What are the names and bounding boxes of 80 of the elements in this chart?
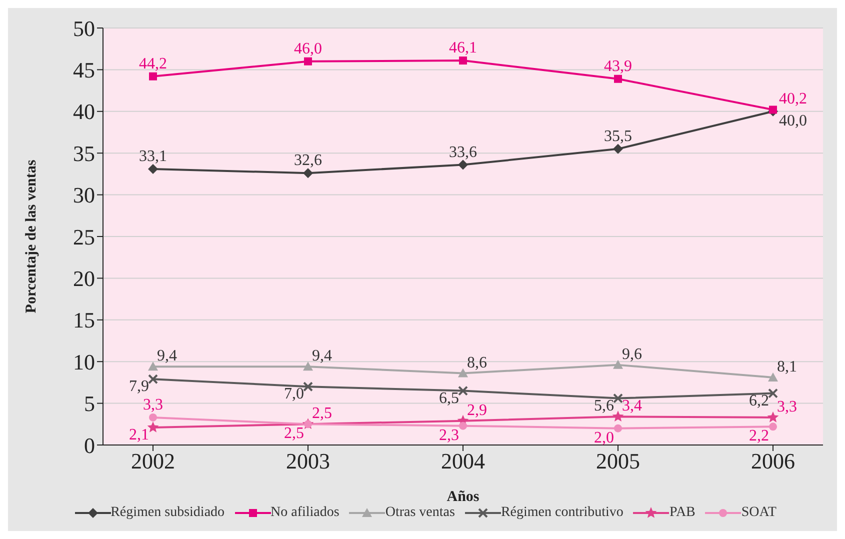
data-label: 2,5	[312, 405, 332, 422]
data-label: 40,2	[779, 90, 807, 108]
data-label: 33,6	[449, 144, 477, 161]
point	[614, 74, 622, 83]
y-tick-label: 20	[73, 266, 95, 292]
y-tick-label: 5	[84, 391, 95, 416]
point	[768, 388, 778, 398]
point	[148, 362, 158, 371]
data-label: 3,3	[143, 396, 163, 414]
point	[613, 393, 623, 404]
y-tick-label: 40	[73, 99, 95, 124]
point	[458, 368, 468, 378]
point	[767, 411, 779, 422]
x-tick-label: 2006	[751, 448, 795, 474]
x-tick-label: 2002	[131, 448, 175, 474]
legend-label: Régimen subsidiado	[110, 505, 225, 521]
point	[612, 410, 624, 422]
point	[769, 422, 777, 431]
point	[148, 374, 158, 384]
point	[768, 372, 778, 382]
x-tick-label: 2004	[441, 448, 485, 474]
legend-label: SOAT	[741, 505, 776, 521]
data-label: 8,1	[777, 358, 797, 376]
point	[769, 106, 777, 114]
y-tick-label: 35	[73, 140, 95, 166]
y-tick-label: 30	[73, 182, 95, 208]
point	[303, 382, 313, 392]
y-tick-label: 10	[73, 349, 95, 374]
x-tick-label: 2005	[596, 448, 640, 474]
point	[459, 56, 467, 65]
y-tick-label: 50	[73, 16, 95, 41]
y-tick-label: 25	[73, 224, 95, 250]
data-label: 46,1	[449, 40, 477, 57]
y-tick-label: 15	[73, 308, 95, 333]
data-label: 2,5	[284, 425, 304, 442]
data-label: 43,9	[604, 58, 632, 75]
data-label: 2,9	[467, 402, 487, 419]
data-label: 6,2	[749, 392, 769, 410]
point	[458, 160, 468, 170]
data-label: 5,6	[594, 397, 614, 414]
data-label: 2,2	[749, 428, 769, 445]
data-label: 2,0	[594, 429, 614, 446]
x-axis-title: Años	[446, 489, 480, 505]
data-label: 9,4	[157, 348, 177, 365]
data-label: 6,5	[439, 390, 459, 407]
y-tick-label: 0	[84, 432, 95, 458]
point	[303, 362, 313, 371]
legend-label: Otras ventas	[385, 505, 455, 521]
point	[149, 72, 157, 80]
data-label: 3,3	[777, 398, 797, 416]
data-label: 35,5	[604, 128, 632, 145]
point	[303, 168, 313, 178]
point	[304, 57, 312, 66]
point	[614, 424, 622, 432]
y-tick-label: 45	[73, 58, 95, 83]
legend-label: Régimen contributivo	[500, 505, 624, 521]
data-label: 7,9	[129, 378, 149, 396]
data-label: 7,0	[284, 386, 304, 403]
data-label: 2,1	[129, 426, 149, 444]
data-label: 9,6	[622, 346, 642, 363]
data-label: 3,4	[622, 398, 642, 415]
point	[613, 360, 623, 369]
data-label: 32,6	[294, 152, 322, 170]
legend-label: No afiliados	[270, 505, 340, 521]
point	[458, 386, 468, 396]
data-label: 2,3	[439, 426, 459, 444]
data-label: 9,4	[312, 348, 332, 365]
point	[459, 422, 467, 430]
point	[149, 413, 157, 422]
data-label: 46,0	[294, 40, 322, 58]
y-axis-title: Porcentaje de las ventas	[23, 160, 40, 314]
data-label: 44,2	[139, 55, 167, 72]
point	[147, 421, 159, 432]
data-label: 40,0	[779, 112, 807, 130]
legend-label: PAB	[669, 505, 696, 521]
data-label: 8,6	[467, 354, 487, 372]
point	[148, 164, 158, 174]
x-tick-label: 2003	[286, 448, 330, 474]
data-label: 33,1	[139, 148, 167, 165]
point	[613, 144, 623, 154]
